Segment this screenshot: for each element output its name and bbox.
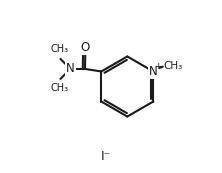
Text: CH₃: CH₃ [51,44,69,54]
Text: N: N [66,62,75,75]
Text: CH₃: CH₃ [163,61,183,71]
Text: N: N [149,65,158,78]
Text: I⁻: I⁻ [101,149,111,162]
Text: CH₃: CH₃ [51,83,69,93]
Text: O: O [81,41,90,54]
Text: +: + [154,62,162,71]
